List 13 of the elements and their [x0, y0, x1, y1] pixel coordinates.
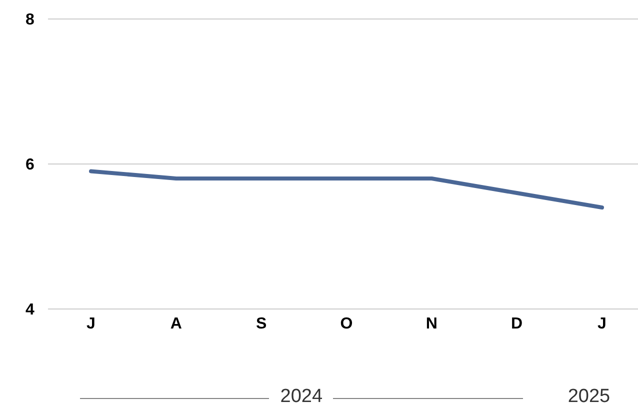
y-tick-label: 4 [26, 302, 35, 319]
text: 2024 [279, 386, 324, 406]
x-tick-label: O [340, 315, 353, 332]
y-tick-label: 6 [26, 156, 35, 174]
text: 2025 [566, 386, 612, 406]
y-tick-label: 8 [26, 12, 35, 29]
x-tick-label: J [86, 315, 96, 332]
line-series [89, 169, 604, 210]
x-tick-label: N [426, 315, 438, 332]
x-tick-label: J [598, 315, 606, 332]
x-tick-label: A [170, 315, 182, 332]
x-tick-label: S [256, 315, 267, 332]
x-tick-label: D [511, 315, 523, 332]
